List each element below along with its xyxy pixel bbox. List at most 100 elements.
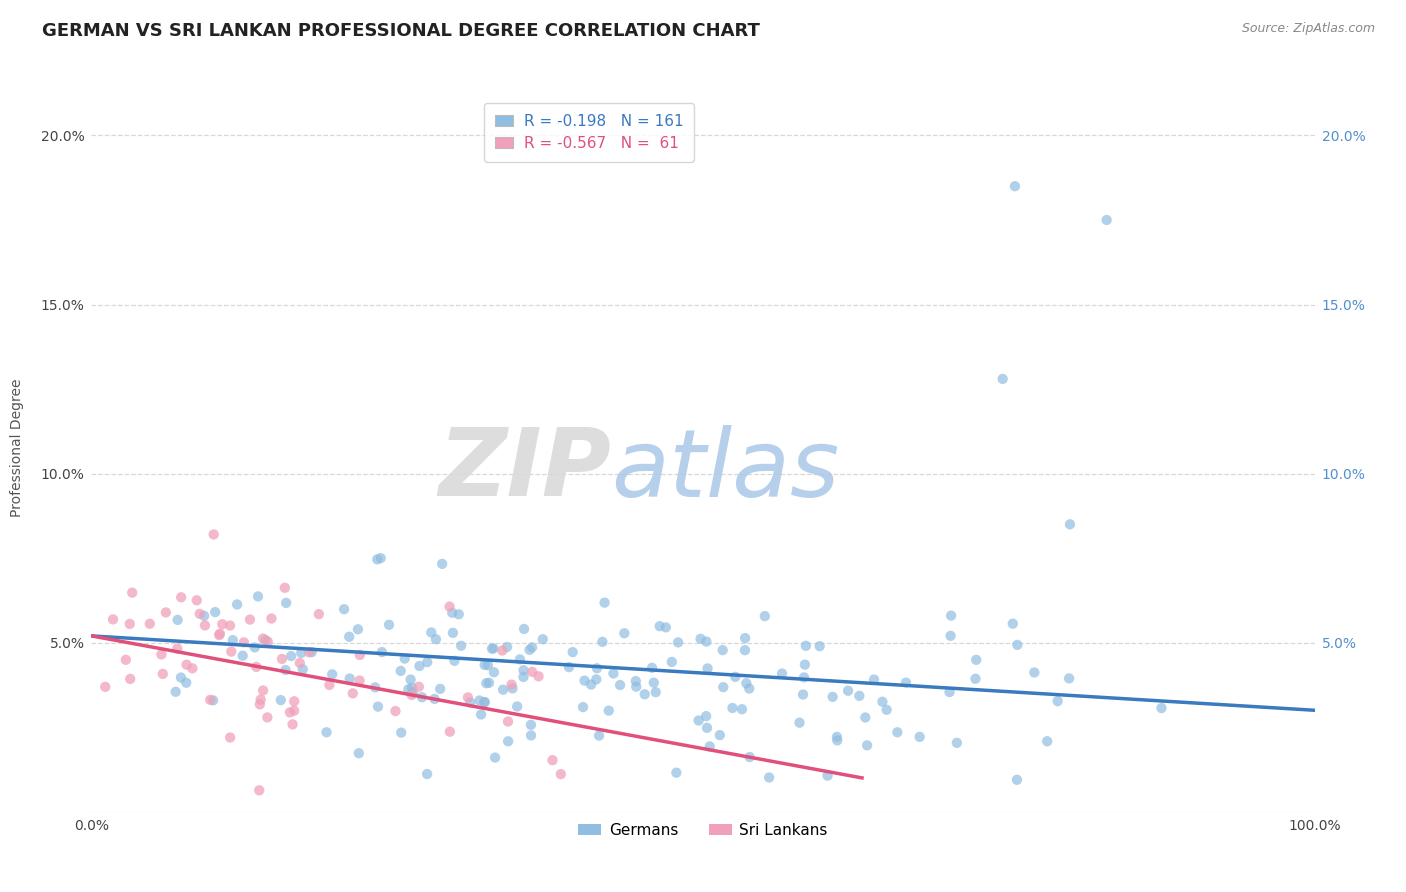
- Point: [821, 690, 844, 704]
- Point: [724, 670, 747, 684]
- Point: [1150, 701, 1173, 715]
- Point: [232, 648, 254, 663]
- Point: [152, 666, 174, 681]
- Point: [232, 635, 254, 649]
- Point: [276, 596, 298, 610]
- Point: [399, 673, 422, 687]
- Point: [347, 746, 370, 760]
- Point: [496, 640, 519, 654]
- Point: [423, 692, 446, 706]
- Point: [1001, 616, 1024, 631]
- Point: [1005, 772, 1028, 787]
- Point: [709, 728, 731, 742]
- Point: [1046, 694, 1069, 708]
- Point: [598, 704, 620, 718]
- Point: [808, 639, 831, 653]
- Point: [848, 689, 870, 703]
- Point: [165, 685, 187, 699]
- Point: [150, 648, 173, 662]
- Point: [938, 685, 960, 699]
- Point: [696, 721, 718, 735]
- Point: [602, 666, 624, 681]
- Text: atlas: atlas: [612, 425, 839, 516]
- Point: [260, 611, 283, 625]
- Point: [1004, 179, 1026, 194]
- Point: [624, 674, 647, 689]
- Point: [174, 675, 197, 690]
- Point: [792, 688, 814, 702]
- Point: [291, 662, 314, 676]
- Point: [193, 608, 215, 623]
- Point: [474, 695, 496, 709]
- Point: [219, 618, 242, 632]
- Point: [256, 634, 278, 648]
- Point: [711, 643, 734, 657]
- Point: [789, 715, 811, 730]
- Point: [699, 739, 721, 754]
- Point: [181, 661, 204, 675]
- Point: [876, 703, 898, 717]
- Point: [825, 730, 848, 744]
- Point: [872, 695, 894, 709]
- Point: [550, 767, 572, 781]
- Point: [288, 656, 311, 670]
- Point: [333, 602, 356, 616]
- Point: [758, 771, 780, 785]
- Point: [278, 706, 301, 720]
- Point: [367, 699, 389, 714]
- Point: [401, 688, 423, 702]
- Point: [443, 654, 465, 668]
- Point: [439, 724, 461, 739]
- Point: [270, 693, 292, 707]
- Point: [194, 618, 217, 632]
- Point: [574, 673, 596, 688]
- Point: [579, 678, 602, 692]
- Point: [420, 625, 443, 640]
- Point: [754, 609, 776, 624]
- Point: [101, 612, 124, 626]
- Point: [441, 625, 464, 640]
- Point: [245, 660, 267, 674]
- Point: [401, 681, 423, 695]
- Point: [247, 783, 270, 797]
- Point: [411, 690, 433, 705]
- Point: [94, 680, 117, 694]
- Point: [468, 693, 491, 707]
- Point: [531, 632, 554, 647]
- Point: [609, 678, 631, 692]
- Point: [166, 613, 188, 627]
- Point: [643, 675, 665, 690]
- Point: [429, 681, 451, 696]
- Point: [1036, 734, 1059, 748]
- Point: [695, 634, 717, 648]
- Point: [139, 616, 162, 631]
- Text: Source: ZipAtlas.com: Source: ZipAtlas.com: [1241, 22, 1375, 36]
- Legend: Germans, Sri Lankans: Germans, Sri Lankans: [572, 817, 834, 844]
- Point: [520, 665, 543, 679]
- Point: [290, 646, 312, 660]
- Point: [520, 718, 543, 732]
- Point: [496, 734, 519, 748]
- Point: [939, 608, 962, 623]
- Point: [946, 736, 969, 750]
- Point: [394, 651, 416, 665]
- Point: [519, 642, 541, 657]
- Point: [558, 660, 581, 674]
- Point: [501, 678, 523, 692]
- Text: ZIP: ZIP: [439, 424, 612, 516]
- Point: [274, 581, 297, 595]
- Point: [254, 633, 277, 648]
- Point: [378, 617, 401, 632]
- Point: [389, 664, 412, 678]
- Point: [711, 680, 734, 694]
- Point: [721, 701, 744, 715]
- Point: [252, 632, 274, 646]
- Point: [688, 714, 710, 728]
- Point: [396, 682, 419, 697]
- Point: [527, 669, 550, 683]
- Point: [339, 672, 361, 686]
- Point: [188, 607, 211, 621]
- Point: [301, 645, 323, 659]
- Point: [364, 681, 387, 695]
- Point: [219, 644, 242, 658]
